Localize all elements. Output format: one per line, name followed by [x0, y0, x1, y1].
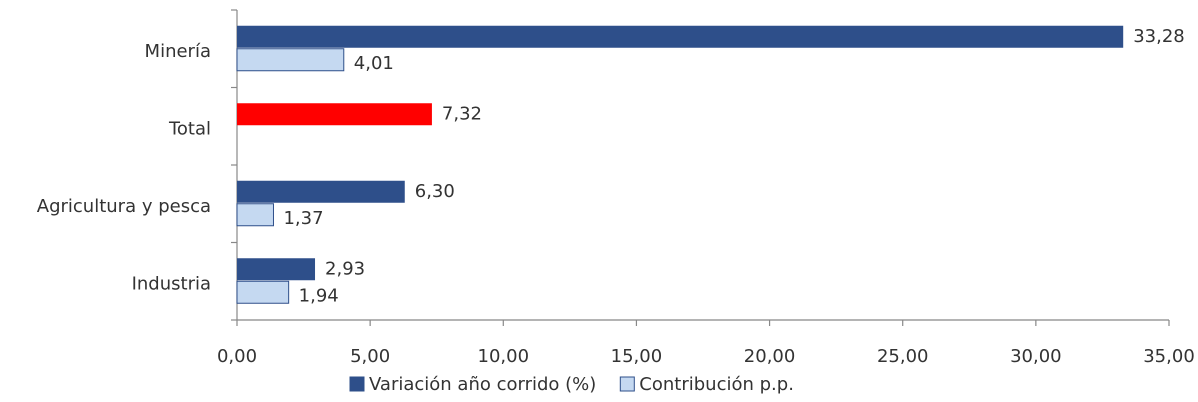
- bar: [237, 103, 432, 126]
- bar: [237, 258, 316, 281]
- value-label: 4,01: [354, 53, 394, 74]
- legend-swatch: [619, 376, 635, 392]
- x-tick-label: 0,00: [217, 346, 257, 367]
- bar: [236, 280, 290, 304]
- x-tick-label: 5,00: [350, 346, 390, 367]
- x-tick-label: 30,00: [1010, 346, 1062, 367]
- y-tick-label: Industria: [132, 273, 211, 294]
- bar: [236, 203, 274, 227]
- value-label: 1,94: [299, 285, 339, 306]
- y-tick-label: Minería: [145, 41, 211, 62]
- x-tick-label: 15,00: [611, 346, 663, 367]
- x-tick-label: 35,00: [1143, 346, 1195, 367]
- value-label: 6,30: [415, 181, 455, 202]
- legend-swatch: [349, 376, 365, 392]
- legend-label: Variación año corrido (%): [369, 374, 596, 395]
- bar: [236, 48, 345, 72]
- legend-label: Contribución p.p.: [639, 374, 794, 395]
- x-tick-label: 20,00: [744, 346, 796, 367]
- value-label: 7,32: [442, 103, 482, 124]
- x-tick-label: 10,00: [478, 346, 530, 367]
- bar: [237, 180, 405, 203]
- value-label: 1,37: [283, 208, 323, 229]
- y-tick-label: Agricultura y pesca: [37, 196, 211, 217]
- value-label: 33,28: [1133, 26, 1185, 47]
- x-tick-label: 25,00: [877, 346, 929, 367]
- y-tick-label: Total: [168, 118, 211, 139]
- value-label: 2,93: [325, 258, 365, 279]
- bar: [237, 25, 1124, 48]
